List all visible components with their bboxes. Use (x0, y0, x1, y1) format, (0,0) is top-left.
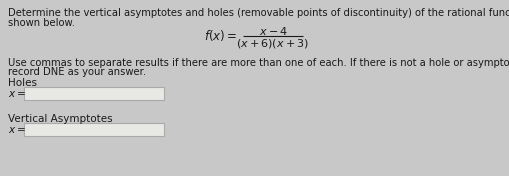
Text: Use commas to separate results if there are more than one of each. If there is n: Use commas to separate results if there … (8, 58, 509, 68)
Text: Holes: Holes (8, 78, 37, 88)
Text: $x=$: $x=$ (8, 125, 26, 135)
Text: record DNE as your answer.: record DNE as your answer. (8, 67, 146, 77)
Text: $f(x)=$: $f(x)=$ (204, 28, 237, 43)
Text: Vertical Asymptotes: Vertical Asymptotes (8, 114, 112, 124)
Text: $x=$: $x=$ (8, 89, 26, 99)
Text: shown below.: shown below. (8, 18, 75, 28)
Text: $x-4$: $x-4$ (258, 25, 287, 37)
FancyBboxPatch shape (24, 123, 164, 136)
Text: $(x+6)(x+3)$: $(x+6)(x+3)$ (236, 37, 309, 50)
Text: Determine the vertical asymptotes and holes (removable points of discontinuity) : Determine the vertical asymptotes and ho… (8, 8, 509, 18)
FancyBboxPatch shape (24, 87, 164, 100)
